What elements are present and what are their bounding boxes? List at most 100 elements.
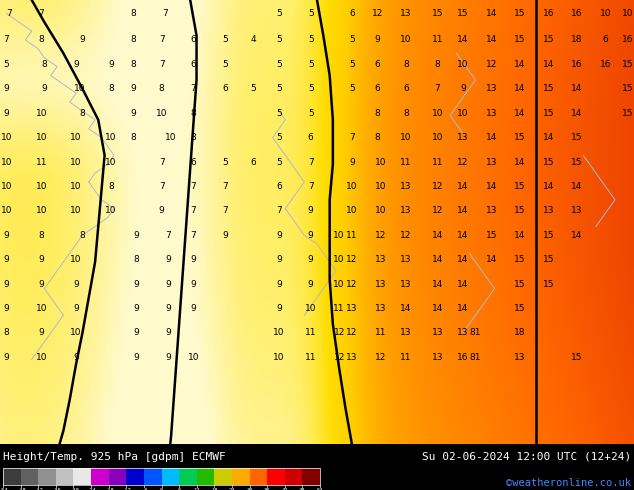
Text: 9: 9: [190, 304, 197, 313]
Text: 12: 12: [432, 182, 443, 191]
Text: 10: 10: [70, 182, 82, 191]
Text: 10: 10: [432, 133, 443, 142]
Text: 16: 16: [571, 60, 583, 69]
Text: 14: 14: [543, 182, 554, 191]
Text: 9: 9: [374, 35, 380, 45]
Text: 7: 7: [307, 158, 314, 167]
Text: -48: -48: [16, 488, 25, 490]
Text: 6: 6: [403, 84, 409, 93]
Text: 11: 11: [432, 158, 443, 167]
Text: 5: 5: [276, 9, 282, 18]
Text: 8: 8: [130, 133, 136, 142]
Text: 16: 16: [571, 9, 583, 18]
Text: 6: 6: [250, 158, 257, 167]
Text: 15: 15: [543, 255, 554, 264]
Text: 12: 12: [346, 280, 358, 289]
Text: 8: 8: [403, 109, 409, 118]
Text: 5: 5: [222, 60, 228, 69]
Text: 12: 12: [346, 328, 358, 338]
Text: 12: 12: [372, 9, 383, 18]
Text: 9: 9: [3, 84, 10, 93]
Bar: [179, 468, 197, 485]
Text: 12: 12: [432, 206, 443, 216]
Text: 10: 10: [305, 304, 316, 313]
Bar: [267, 468, 285, 485]
Text: 15: 15: [571, 353, 583, 362]
Text: 8: 8: [79, 231, 86, 240]
Text: 9: 9: [190, 255, 197, 264]
Text: 9: 9: [38, 280, 44, 289]
Text: 10: 10: [457, 60, 469, 69]
Text: 13: 13: [375, 280, 386, 289]
Text: 15: 15: [457, 9, 469, 18]
Bar: [108, 468, 126, 485]
Bar: [21, 468, 38, 485]
Text: 7: 7: [434, 84, 441, 93]
Text: 15: 15: [514, 280, 526, 289]
Text: 15: 15: [543, 84, 554, 93]
Text: 7: 7: [158, 60, 165, 69]
Text: 15: 15: [622, 84, 633, 93]
Text: 14: 14: [457, 304, 469, 313]
Text: 9: 9: [307, 255, 314, 264]
Text: 10: 10: [457, 109, 469, 118]
Text: 6: 6: [276, 182, 282, 191]
Text: 14: 14: [457, 182, 469, 191]
Text: 13: 13: [400, 255, 411, 264]
Text: 10: 10: [622, 9, 633, 18]
Text: 8: 8: [403, 60, 409, 69]
Text: 11: 11: [36, 158, 47, 167]
Text: 9: 9: [307, 206, 314, 216]
Text: 8: 8: [374, 109, 380, 118]
Text: 14: 14: [457, 280, 469, 289]
Text: 10: 10: [105, 206, 117, 216]
Text: 10: 10: [70, 255, 82, 264]
Text: 9: 9: [130, 109, 136, 118]
Text: 7: 7: [6, 9, 13, 18]
Text: 9: 9: [79, 35, 86, 45]
Text: 11: 11: [305, 353, 316, 362]
Text: 11: 11: [432, 35, 443, 45]
Text: 14: 14: [432, 255, 443, 264]
Text: 6: 6: [190, 158, 197, 167]
Text: 10: 10: [273, 328, 285, 338]
Bar: [302, 468, 320, 485]
Text: 7: 7: [158, 35, 165, 45]
Bar: [197, 468, 214, 485]
Text: 10: 10: [1, 206, 12, 216]
Text: 13: 13: [457, 328, 469, 338]
Text: 15: 15: [543, 35, 554, 45]
Text: 12: 12: [333, 328, 345, 338]
Text: 9: 9: [165, 304, 171, 313]
Text: 0: 0: [160, 488, 163, 490]
Text: 9: 9: [3, 231, 10, 240]
Text: 5: 5: [276, 109, 282, 118]
Text: 13: 13: [457, 133, 469, 142]
Text: 6: 6: [307, 133, 314, 142]
Text: 5: 5: [307, 9, 314, 18]
Text: 5: 5: [307, 84, 314, 93]
Text: 14: 14: [571, 84, 583, 93]
Text: 14: 14: [457, 231, 469, 240]
Bar: [285, 468, 302, 485]
Text: 54: 54: [317, 488, 323, 490]
Text: 81: 81: [470, 328, 481, 338]
Text: 6: 6: [349, 9, 355, 18]
Text: -36: -36: [51, 488, 61, 490]
Text: 9: 9: [133, 328, 139, 338]
Text: -24: -24: [86, 488, 96, 490]
Text: -18: -18: [104, 488, 113, 490]
Text: 9: 9: [3, 304, 10, 313]
Text: 30: 30: [246, 488, 253, 490]
Text: 9: 9: [133, 280, 139, 289]
Text: 13: 13: [375, 255, 386, 264]
Text: 15: 15: [514, 9, 526, 18]
Text: 9: 9: [165, 280, 171, 289]
Text: 7: 7: [222, 206, 228, 216]
Text: 10: 10: [36, 133, 47, 142]
Text: 13: 13: [400, 328, 411, 338]
Text: 13: 13: [514, 353, 526, 362]
Text: 13: 13: [400, 206, 411, 216]
Text: 7: 7: [190, 84, 197, 93]
Text: 10: 10: [1, 133, 12, 142]
